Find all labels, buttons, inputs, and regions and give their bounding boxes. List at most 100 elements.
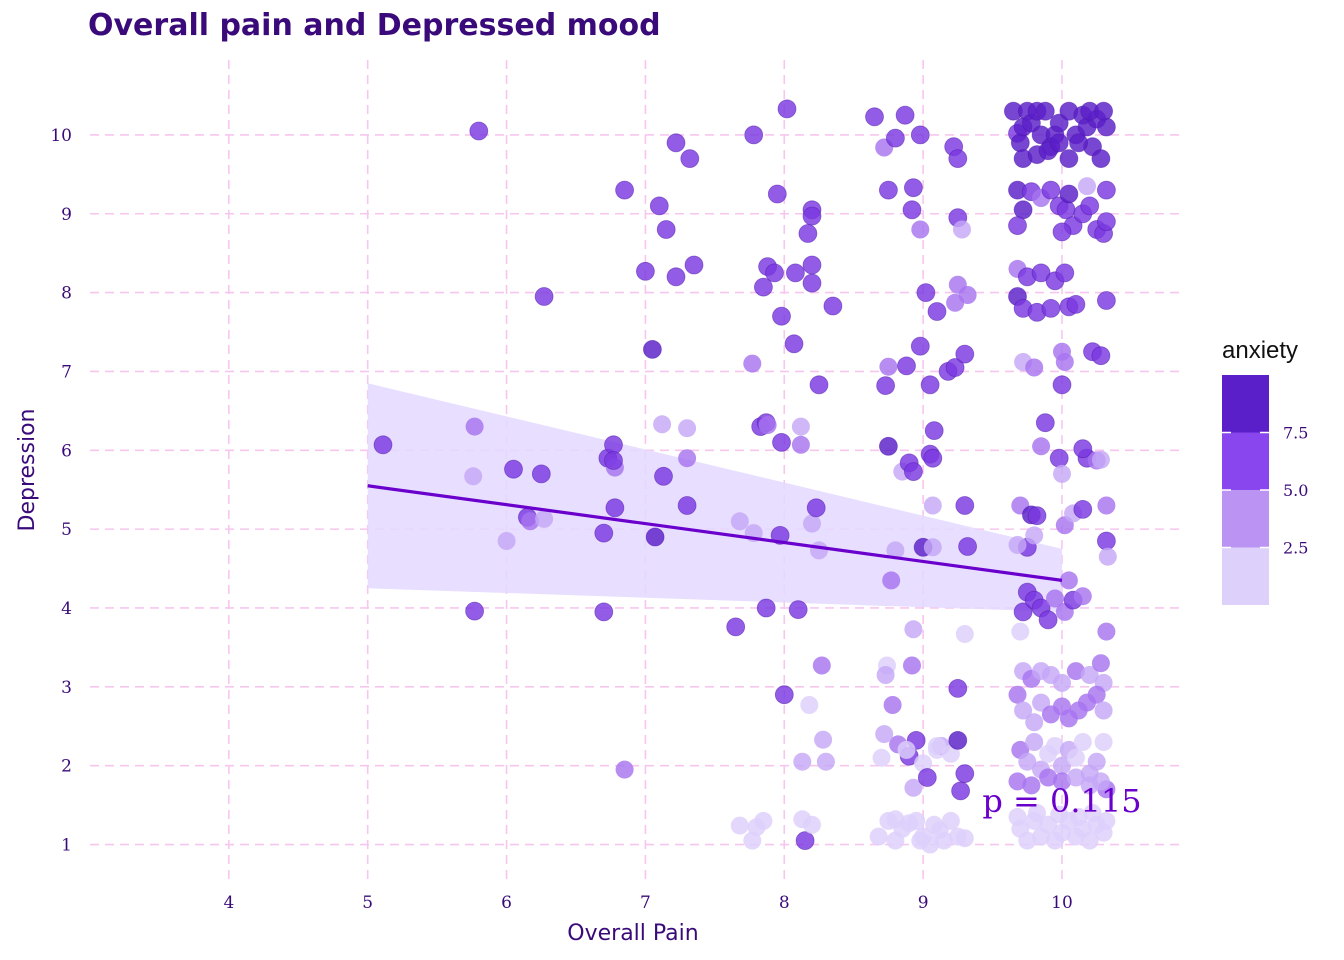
- data-point: [777, 99, 797, 119]
- data-point: [1073, 499, 1093, 519]
- data-point: [1049, 133, 1069, 153]
- x-tick-label: 10: [1051, 893, 1073, 913]
- data-point: [784, 334, 804, 354]
- data-point: [649, 196, 669, 216]
- data-point: [678, 419, 697, 438]
- data-point: [1014, 701, 1033, 720]
- data-point: [1073, 733, 1092, 751]
- data-point: [928, 737, 946, 755]
- data-point: [1046, 737, 1064, 755]
- data-point: [1052, 375, 1072, 395]
- data-point: [1028, 804, 1046, 822]
- data-point: [886, 128, 905, 148]
- legend-swatch: [1222, 375, 1269, 433]
- data-point: [615, 760, 634, 779]
- data-point: [1091, 772, 1110, 791]
- data-point: [795, 831, 815, 850]
- data-point: [948, 827, 967, 846]
- data-point: [1091, 346, 1111, 366]
- trend-line: [367, 484, 1063, 582]
- data-point: [615, 180, 634, 200]
- data-point: [1022, 776, 1041, 795]
- data-point: [1069, 807, 1088, 826]
- data-point: [1013, 602, 1033, 622]
- confidence-band-layer: [367, 383, 1062, 612]
- data-point: [948, 149, 968, 169]
- x-tick-label: 8: [779, 893, 790, 913]
- data-point: [897, 356, 916, 376]
- data-point: [1080, 666, 1099, 684]
- data-point: [1094, 101, 1113, 121]
- legend-tick-label: 2.5: [1283, 539, 1308, 558]
- data-point: [1094, 701, 1113, 720]
- data-point: [934, 831, 953, 850]
- data-point: [904, 620, 923, 639]
- data-point: [806, 498, 826, 518]
- legend-swatch: [1222, 547, 1269, 605]
- data-point: [1066, 662, 1085, 681]
- data-point: [1066, 748, 1085, 767]
- data-point: [1018, 831, 1037, 850]
- data-point: [743, 354, 762, 373]
- data-point: [951, 781, 970, 801]
- data-point: [666, 133, 686, 153]
- data-point: [883, 696, 902, 714]
- data-point: [1039, 768, 1058, 787]
- scatter-points: [373, 99, 1117, 854]
- data-point: [1087, 752, 1106, 771]
- data-point: [903, 656, 921, 675]
- data-point: [902, 200, 922, 220]
- data-point: [636, 261, 655, 281]
- data-point: [924, 421, 944, 441]
- data-point: [1008, 216, 1027, 236]
- data-point: [1091, 450, 1110, 469]
- data-point: [604, 451, 623, 470]
- data-point: [816, 752, 835, 771]
- data-point: [1053, 673, 1071, 692]
- data-point: [1053, 464, 1071, 483]
- data-point: [879, 357, 898, 376]
- data-point: [531, 464, 551, 484]
- data-point: [882, 571, 901, 590]
- data-point: [810, 541, 828, 560]
- data-point: [1097, 117, 1116, 137]
- data-point: [1050, 805, 1069, 824]
- data-point: [504, 459, 523, 479]
- data-point: [1046, 589, 1064, 608]
- y-tick-label: 4: [61, 599, 72, 619]
- data-point: [791, 435, 810, 454]
- data-point: [910, 125, 930, 145]
- x-tick-label: 6: [501, 893, 512, 913]
- data-point: [803, 815, 821, 834]
- legend-swatch: [1222, 490, 1269, 548]
- data-point: [895, 105, 915, 125]
- legend-tick-labels: 7.5 5.0 2.5: [1222, 424, 1308, 558]
- data-point: [677, 496, 697, 515]
- data-point: [1008, 807, 1027, 826]
- data-point: [772, 432, 791, 452]
- legend-swatch: [1222, 432, 1269, 490]
- y-axis-label: Depression: [15, 409, 40, 532]
- y-tick-label: 10: [50, 126, 72, 146]
- data-point: [1032, 693, 1051, 712]
- x-tick-label: 9: [918, 893, 929, 913]
- anxiety-legend: anxiety 7.5 5.0 2.5: [1222, 337, 1308, 605]
- data-point: [1010, 133, 1030, 153]
- data-point: [920, 375, 940, 395]
- data-point: [879, 811, 898, 830]
- data-point: [1078, 177, 1096, 196]
- data-point: [1053, 772, 1071, 791]
- y-tick-label: 5: [61, 520, 72, 540]
- y-tick-label: 6: [61, 441, 72, 461]
- data-point: [654, 466, 673, 486]
- data-point: [865, 107, 884, 127]
- y-tick-label: 3: [61, 678, 72, 698]
- data-point: [1073, 587, 1092, 606]
- data-point: [1025, 358, 1044, 377]
- data-point: [1094, 733, 1113, 751]
- data-point: [1055, 353, 1074, 371]
- data-point: [656, 220, 676, 239]
- data-point: [1032, 437, 1051, 456]
- data-point: [923, 496, 942, 515]
